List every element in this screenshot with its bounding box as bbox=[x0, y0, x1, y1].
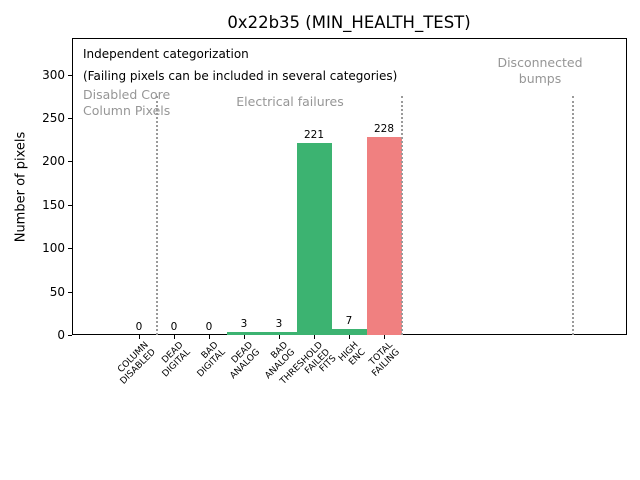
bar-value-label: 0 bbox=[170, 321, 178, 333]
y-tick-label: 100 bbox=[42, 241, 65, 256]
y-tick-mark bbox=[68, 117, 72, 119]
y-tick-label: 50 bbox=[49, 284, 65, 299]
section-separator-line bbox=[400, 96, 403, 335]
bar-total-failing bbox=[366, 137, 402, 335]
x-tick-label-high-enc: HIGH ENC bbox=[337, 340, 368, 371]
section-separator-line bbox=[155, 96, 158, 335]
annotation-failing-pixels-note: (Failing pixels can be included in sever… bbox=[83, 69, 398, 83]
bar-high-enc bbox=[331, 328, 367, 335]
y-tick-mark bbox=[68, 161, 72, 163]
annotation-disabled-core-line1: Disabled Core bbox=[83, 87, 171, 102]
annotation-disconnected-line2: bumps bbox=[518, 70, 562, 86]
x-tick-mark bbox=[139, 335, 140, 339]
x-tick-label-column-disabled: COLUMN DISABLED bbox=[112, 340, 158, 387]
bar-threshold-failed-fits bbox=[296, 143, 332, 335]
x-tick-mark bbox=[209, 335, 210, 339]
bar-dead-analog bbox=[226, 332, 262, 335]
y-tick-label: 200 bbox=[42, 154, 65, 169]
y-tick-mark bbox=[68, 335, 72, 336]
y-tick-label: 150 bbox=[42, 197, 65, 212]
bar-value-label: 0 bbox=[205, 321, 213, 333]
x-tick-mark bbox=[279, 335, 280, 339]
y-tick-label: 300 bbox=[42, 67, 65, 82]
x-tick-mark bbox=[384, 335, 385, 339]
y-tick-label: 0 bbox=[57, 328, 65, 342]
annotation-disabled-core-line2: Column Pixels bbox=[83, 102, 171, 118]
bar-value-label: 3 bbox=[275, 318, 283, 331]
y-axis-label: Number of pixels bbox=[13, 131, 29, 243]
bar-bad-analog bbox=[261, 332, 297, 335]
x-tick-label-bad-digital: BAD DIGITAL bbox=[189, 340, 227, 379]
annotation-electrical-failures: Electrical failures bbox=[236, 94, 344, 109]
y-tick-mark bbox=[68, 291, 72, 293]
bar-value-label: 0 bbox=[135, 321, 143, 333]
annotation-disabled-core: Disabled Core Column Pixels bbox=[83, 87, 170, 118]
annotation-independent-categorization: Independent categorization bbox=[83, 47, 249, 61]
y-tick-label: 250 bbox=[42, 110, 65, 125]
bar-value-label: 3 bbox=[240, 318, 248, 331]
chart-title: 0x22b35 (MIN_HEALTH_TEST) bbox=[227, 13, 471, 32]
annotation-disconnected-line1: Disconnected bbox=[497, 55, 583, 70]
x-tick-mark bbox=[174, 335, 175, 339]
x-tick-label-total-failing: TOTAL FAILING bbox=[365, 340, 403, 379]
bar-value-label: 7 bbox=[345, 314, 353, 327]
bar-value-label: 221 bbox=[303, 129, 325, 142]
y-tick-mark bbox=[68, 204, 72, 206]
y-tick-mark bbox=[68, 248, 72, 250]
x-tick-label-dead-digital: DEAD DIGITAL bbox=[154, 340, 192, 379]
bar-value-label: 228 bbox=[373, 123, 395, 135]
x-tick-mark bbox=[244, 335, 245, 339]
y-tick-mark bbox=[68, 74, 72, 76]
section-separator-line bbox=[572, 96, 574, 335]
x-tick-mark bbox=[314, 335, 315, 339]
x-tick-mark bbox=[349, 335, 350, 339]
annotation-disconnected-bumps: Disconnected bumps bbox=[497, 55, 582, 86]
x-tick-label-dead-analog: DEAD ANALOG bbox=[222, 340, 262, 381]
